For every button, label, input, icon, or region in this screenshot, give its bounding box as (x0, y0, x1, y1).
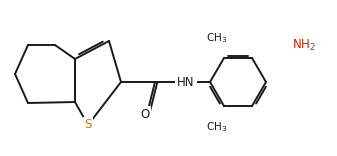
Text: CH$_3$: CH$_3$ (206, 31, 227, 45)
Text: O: O (141, 107, 150, 120)
Text: HN: HN (177, 76, 195, 88)
Text: CH$_3$: CH$_3$ (206, 120, 227, 134)
Text: S: S (84, 119, 92, 132)
Text: NH$_2$: NH$_2$ (292, 37, 316, 53)
